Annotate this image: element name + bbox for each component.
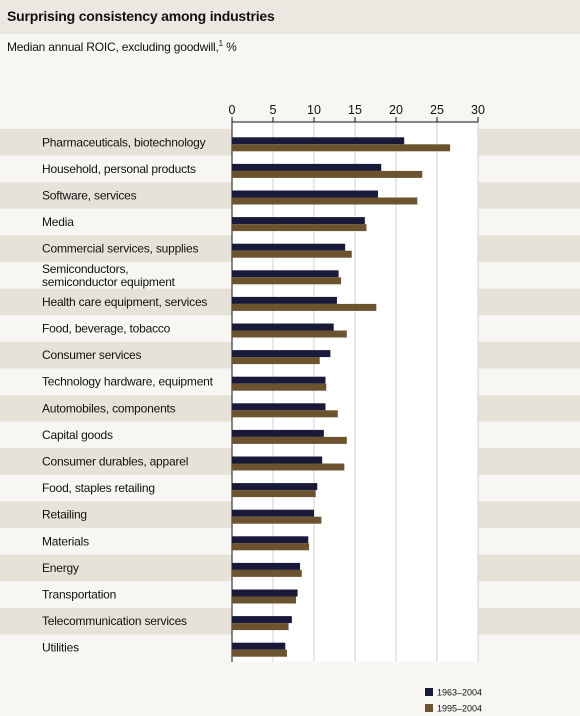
bar-series2 xyxy=(232,250,352,258)
bar-series2 xyxy=(232,170,423,178)
legend-label: 1995–2004 xyxy=(437,704,482,714)
chart-subtitle: Median annual ROIC, excluding goodwill,1… xyxy=(7,39,237,54)
category-label: Automobiles, components xyxy=(42,401,176,415)
legend-swatch xyxy=(425,704,433,712)
bar-series2 xyxy=(232,623,289,631)
bar-series2 xyxy=(232,277,342,285)
footnote-marker: 1 xyxy=(218,39,223,48)
bar-series1 xyxy=(232,270,339,278)
legend-swatch xyxy=(425,688,433,696)
bar-series1 xyxy=(232,589,298,597)
category-label: Consumer services xyxy=(42,348,141,362)
bar-series1 xyxy=(232,376,326,384)
bar-series1 xyxy=(232,616,292,624)
x-tick-label: 30 xyxy=(471,103,485,117)
category-label: Commercial services, supplies xyxy=(42,242,198,256)
category-label: Food, staples retailing xyxy=(42,481,155,495)
category-label: Utilities xyxy=(42,641,79,655)
bar-series2 xyxy=(232,516,322,524)
x-tick-label: 15 xyxy=(348,103,362,117)
bar-series1 xyxy=(232,296,337,304)
bar-series2 xyxy=(232,543,310,551)
bar-series2 xyxy=(232,357,320,365)
x-tick-label: 25 xyxy=(430,103,444,117)
bar-series1 xyxy=(232,350,331,358)
bar-series2 xyxy=(232,463,345,471)
category-label: Media xyxy=(42,215,74,229)
bar-series1 xyxy=(232,536,309,544)
bar-series2 xyxy=(232,569,302,577)
subtitle-text: Median annual ROIC, excluding goodwill, xyxy=(7,40,219,54)
bar-series2 xyxy=(232,649,287,657)
bar-series2 xyxy=(232,330,347,338)
category-label: Retailing xyxy=(42,508,87,522)
bar-series1 xyxy=(232,403,326,411)
bar-series1 xyxy=(232,509,314,517)
chart-title: Surprising consistency among industries xyxy=(7,8,275,24)
bar-series1 xyxy=(232,642,286,650)
bar-series1 xyxy=(232,456,323,464)
bar-series2 xyxy=(232,197,418,205)
bar-series1 xyxy=(232,243,346,251)
category-label: Technology hardware, equipment xyxy=(42,375,214,389)
bar-series2 xyxy=(232,144,451,152)
bar-series2 xyxy=(232,490,316,498)
subtitle-unit: % xyxy=(226,40,237,54)
category-label: Energy xyxy=(42,561,79,575)
bar-series2 xyxy=(232,224,367,232)
bar-series1 xyxy=(232,163,382,171)
bar-series1 xyxy=(232,483,318,491)
bar-series2 xyxy=(232,436,347,444)
category-label: Software, services xyxy=(42,189,137,203)
category-label: Consumer durables, apparel xyxy=(42,455,188,469)
category-label: Telecommunication services xyxy=(42,614,187,628)
bar-series1 xyxy=(232,562,301,570)
bar-series2 xyxy=(232,596,296,604)
title-band xyxy=(0,0,580,34)
category-label: Household, personal products xyxy=(42,162,196,176)
bar-series2 xyxy=(232,410,338,418)
bar-series1 xyxy=(232,323,334,331)
category-label: Transportation xyxy=(42,588,116,602)
category-label: Health care equipment, services xyxy=(42,295,207,309)
bar-series1 xyxy=(232,429,324,437)
legend-label: 1963–2004 xyxy=(437,688,482,698)
bar-series2 xyxy=(232,303,377,311)
x-tick-label: 0 xyxy=(229,103,236,117)
x-tick-label: 10 xyxy=(307,103,321,117)
category-label: Pharmaceuticals, biotechnology xyxy=(42,135,206,149)
bar-series1 xyxy=(232,217,365,225)
category-label: Materials xyxy=(42,534,89,548)
category-label: Food, beverage, tobacco xyxy=(42,322,171,336)
x-tick-label: 20 xyxy=(389,103,403,117)
bar-series1 xyxy=(232,137,405,145)
bar-series2 xyxy=(232,383,327,391)
bar-series1 xyxy=(232,190,378,198)
x-tick-label: 5 xyxy=(270,103,277,117)
category-label: Capital goods xyxy=(42,428,113,442)
category-label: Semiconductors, semiconductor equipment xyxy=(42,262,176,289)
